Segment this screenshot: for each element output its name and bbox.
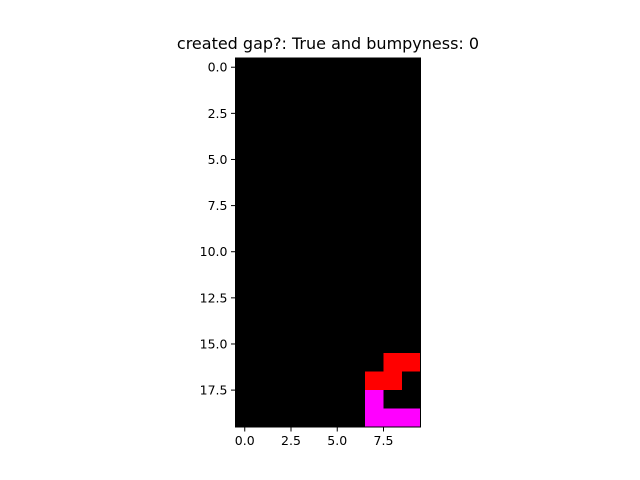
cell-red bbox=[383, 371, 402, 391]
y-axis: 0.0 2.5 5.0 7.5 10.0 12.5 15.0 17.5 bbox=[200, 60, 236, 398]
cell-magenta bbox=[365, 390, 384, 409]
cell-magenta bbox=[383, 408, 402, 427]
x-axis: 0.0 2.5 5.0 7.5 bbox=[235, 427, 394, 448]
axes-frame bbox=[235, 57, 421, 428]
cell-magenta bbox=[402, 408, 421, 427]
chart-title: created gap?: True and bumpyness: 0 bbox=[177, 34, 479, 53]
y-tick-label: 7.5 bbox=[208, 198, 228, 213]
x-tick-label: 2.5 bbox=[281, 433, 301, 448]
heatmap-cells bbox=[235, 58, 421, 427]
cell-magenta bbox=[365, 408, 384, 427]
y-tick-label: 5.0 bbox=[208, 152, 228, 167]
x-tick-label: 7.5 bbox=[374, 433, 394, 448]
y-tick-label: 10.0 bbox=[200, 244, 228, 259]
y-tick-label: 17.5 bbox=[200, 383, 228, 398]
cell-red bbox=[365, 371, 384, 391]
y-tick-label: 15.0 bbox=[200, 336, 228, 351]
x-tick-label: 0.0 bbox=[235, 433, 255, 448]
y-tick-label: 12.5 bbox=[200, 290, 228, 305]
x-tick-label: 5.0 bbox=[327, 433, 347, 448]
axes-border bbox=[235, 57, 421, 428]
y-tick-label: 0.0 bbox=[208, 60, 228, 75]
y-tick-label: 2.5 bbox=[208, 106, 228, 121]
cell-red bbox=[383, 353, 402, 372]
cell-red bbox=[402, 353, 421, 372]
